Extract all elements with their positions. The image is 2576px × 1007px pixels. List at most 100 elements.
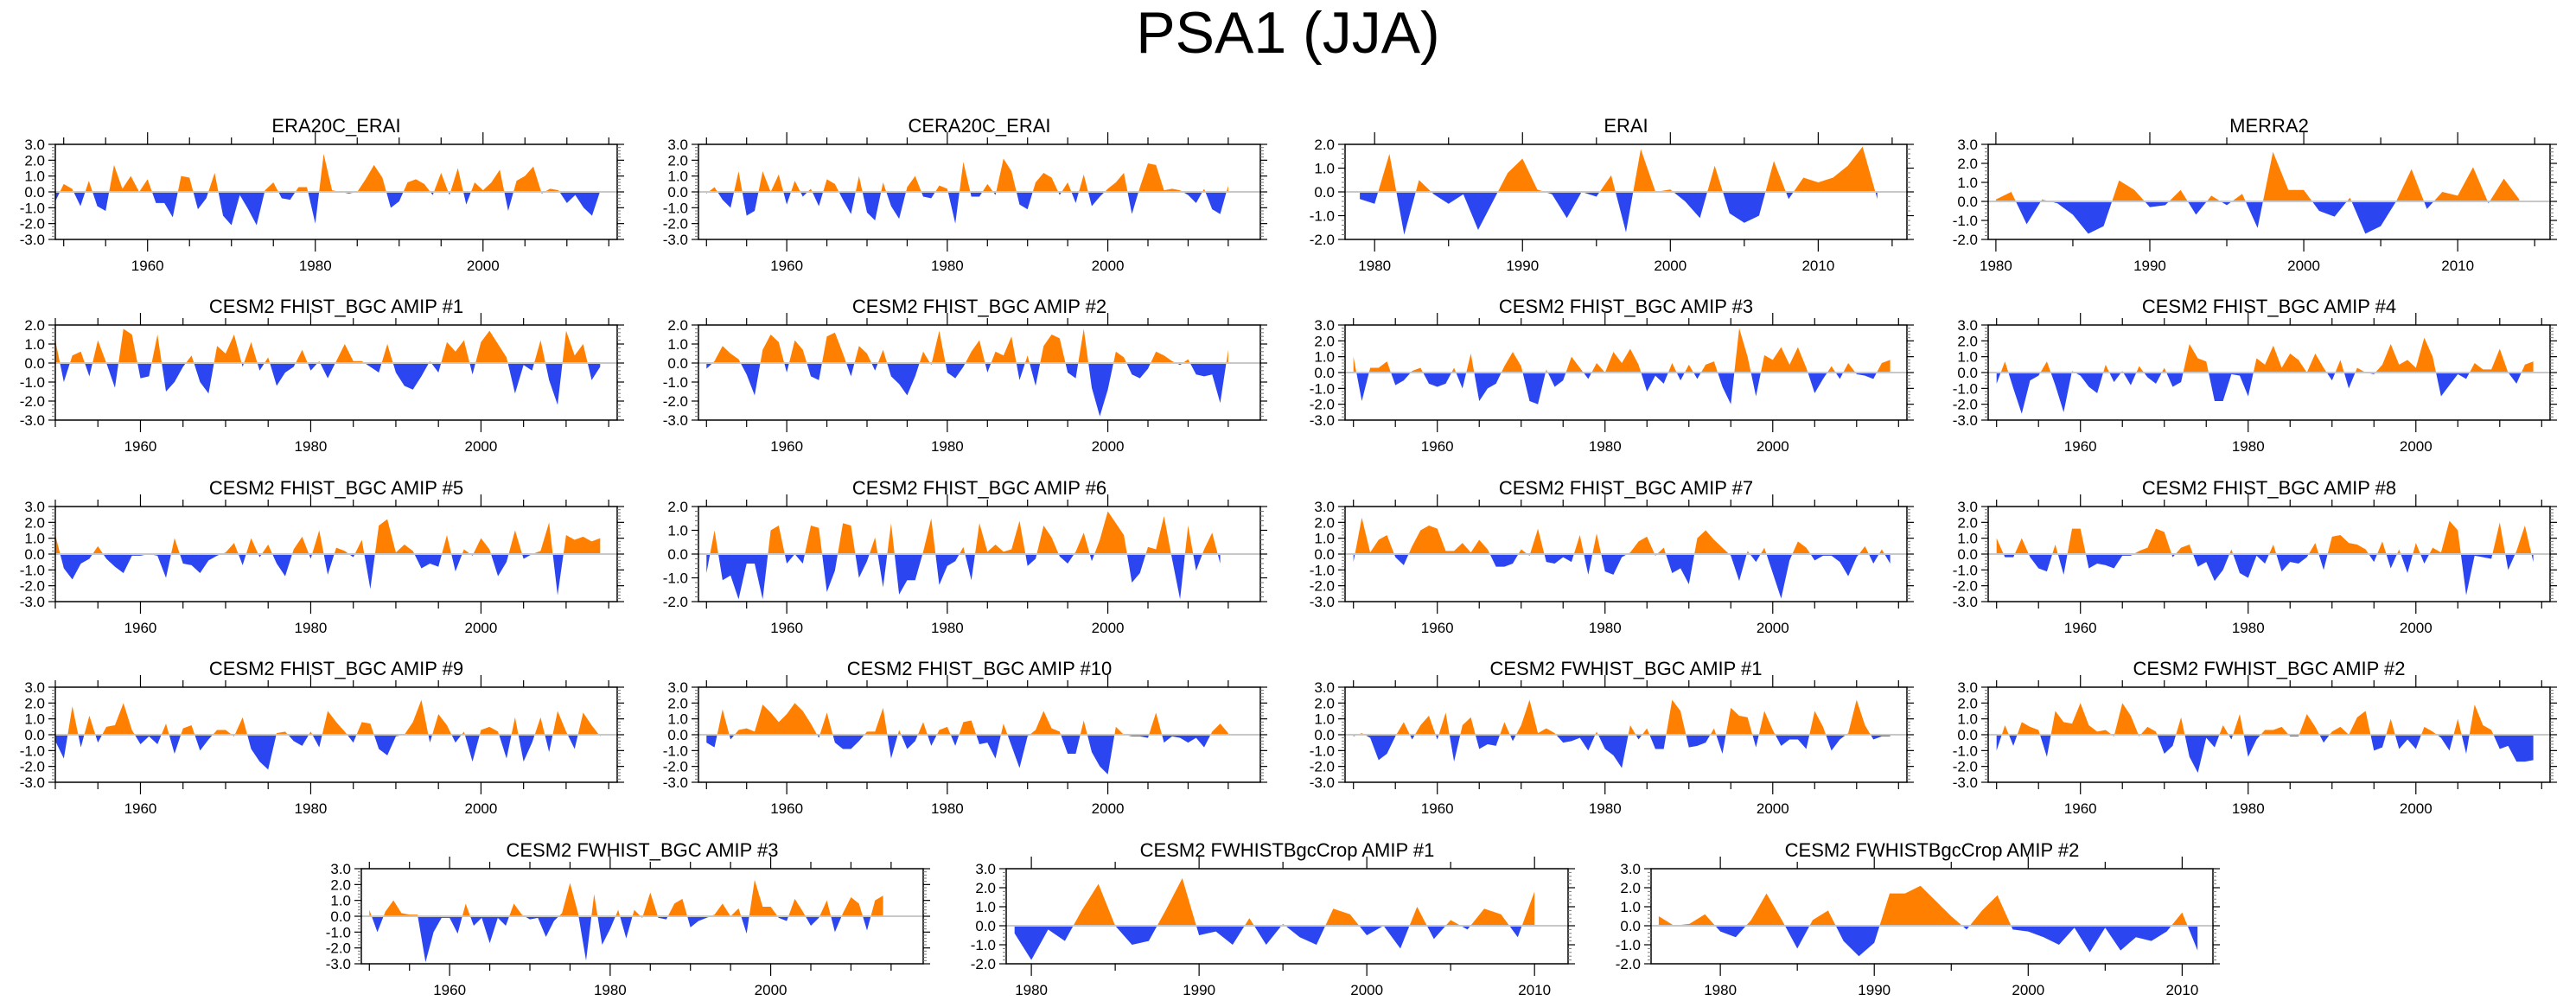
y-tick-label: -2.0: [663, 594, 688, 610]
positive-area: [1997, 521, 2534, 555]
x-tick-label: 2000: [1092, 620, 1125, 636]
panel-title: CESM2 FHIST_BGC AMIP #5: [209, 477, 463, 499]
y-tick-label: 2.0: [1314, 137, 1335, 153]
x-tick-label: 2000: [1757, 800, 1789, 817]
y-tick-label: 0.0: [1957, 365, 1978, 381]
y-tick-label: 3.0: [24, 137, 45, 153]
positive-area: [706, 512, 1220, 555]
panel-title: CESM2 FHIST_BGC AMIP #7: [1499, 477, 1753, 499]
y-tick-label: 1.0: [24, 531, 45, 547]
positive-area: [1997, 703, 2534, 735]
x-tick-label: 1960: [131, 258, 164, 274]
negative-area: [1360, 192, 1878, 235]
y-tick-label: 2.0: [667, 695, 688, 711]
y-tick-label: 2.0: [24, 514, 45, 531]
y-tick-label: -1.0: [1616, 937, 1641, 953]
y-tick-label: -3.0: [663, 232, 688, 248]
y-tick-label: 3.0: [667, 137, 688, 153]
positive-area: [55, 154, 601, 192]
y-tick-label: 1.0: [1620, 899, 1641, 915]
y-tick-label: -1.0: [1953, 380, 1978, 397]
x-tick-label: 1980: [931, 620, 964, 636]
y-tick-label: -1.0: [20, 374, 45, 391]
panel-title: CESM2 FWHIST_BGC AMIP #3: [506, 839, 778, 861]
positive-area: [1659, 886, 2197, 926]
x-tick-label: 1960: [124, 800, 157, 817]
negative-area: [1659, 926, 2197, 956]
negative-area: [1997, 554, 2534, 596]
x-tick-label: 2000: [465, 800, 498, 817]
y-tick-label: 0.0: [1620, 918, 1641, 934]
x-tick-label: 1980: [295, 620, 328, 636]
x-tick-label: 1980: [1358, 258, 1391, 274]
panel-title: CESM2 FWHIST_BGC AMIP #1: [1489, 658, 1762, 679]
panel-9: CESM2 FHIST_BGC AMIP #5-3.0-2.0-1.00.01.…: [3, 472, 628, 645]
x-tick-label: 1980: [1704, 982, 1737, 998]
x-tick-label: 2000: [1092, 800, 1125, 817]
negative-area: [55, 192, 601, 226]
panel-2: CERA20C_ERAI-3.0-2.0-1.00.01.02.03.01960…: [647, 110, 1271, 283]
y-tick-label: -2.0: [663, 759, 688, 775]
y-tick-label: 1.0: [667, 336, 688, 353]
y-tick-label: 2.0: [975, 880, 996, 896]
y-tick-label: 1.0: [1314, 349, 1335, 366]
x-tick-label: 1960: [770, 258, 803, 274]
y-tick-label: 0.0: [24, 546, 45, 563]
y-tick-label: 3.0: [1957, 137, 1978, 153]
y-tick-label: 3.0: [24, 679, 45, 696]
x-tick-label: 2010: [2441, 258, 2474, 274]
x-tick-label: 1960: [124, 438, 157, 455]
panel-title: ERAI: [1604, 115, 1648, 137]
y-tick-label: -1.0: [326, 924, 351, 940]
y-tick-label: 3.0: [1957, 317, 1978, 334]
y-tick-label: -2.0: [326, 940, 351, 957]
negative-area: [1997, 735, 2534, 773]
y-tick-label: 3.0: [667, 679, 688, 696]
y-tick-label: -2.0: [1616, 956, 1641, 972]
x-tick-label: 1980: [1589, 620, 1622, 636]
negative-area: [706, 554, 1220, 599]
y-tick-label: 0.0: [24, 184, 45, 201]
x-tick-label: 1980: [2232, 620, 2265, 636]
y-tick-label: -3.0: [20, 232, 45, 248]
x-tick-label: 1960: [1421, 620, 1454, 636]
x-tick-label: 2000: [2400, 438, 2433, 455]
y-tick-label: 1.0: [1314, 531, 1335, 547]
y-tick-label: 2.0: [1314, 333, 1335, 349]
y-tick-label: -2.0: [971, 956, 996, 972]
x-tick-label: 1960: [2064, 438, 2097, 455]
x-tick-label: 1980: [1015, 982, 1048, 998]
positive-area: [1996, 152, 2519, 201]
y-tick-label: 3.0: [975, 861, 996, 877]
y-tick-label: 1.0: [1957, 711, 1978, 728]
y-tick-label: 0.0: [1314, 727, 1335, 743]
x-tick-label: 1990: [1506, 258, 1539, 274]
positive-area: [1354, 518, 1891, 554]
positive-area: [706, 328, 1228, 363]
y-tick-label: 2.0: [1314, 695, 1335, 711]
x-tick-label: 1960: [770, 438, 803, 455]
y-tick-label: 3.0: [1314, 317, 1335, 334]
x-tick-label: 2000: [467, 258, 500, 274]
negative-area: [1997, 373, 2534, 414]
y-tick-label: -1.0: [1310, 208, 1335, 225]
panel-19: CESM2 FWHISTBgcCrop AMIP #2-2.0-1.00.01.…: [1599, 834, 2223, 1007]
y-tick-label: 0.0: [667, 727, 688, 743]
negative-area: [1015, 926, 1534, 960]
panel-title: CESM2 FHIST_BGC AMIP #10: [847, 658, 1112, 679]
positive-area: [369, 880, 883, 916]
x-tick-label: 1960: [433, 982, 466, 998]
y-tick-label: -1.0: [1953, 213, 1978, 229]
panel-title: CESM2 FHIST_BGC AMIP #3: [1499, 296, 1753, 317]
negative-area: [706, 192, 1228, 224]
y-tick-label: 1.0: [975, 899, 996, 915]
y-tick-label: 2.0: [1620, 880, 1641, 896]
positive-area: [55, 700, 600, 735]
x-tick-label: 1980: [1589, 438, 1622, 455]
x-tick-label: 2000: [1092, 258, 1125, 274]
y-tick-label: -2.0: [1953, 578, 1978, 595]
y-tick-label: 0.0: [330, 908, 351, 925]
y-tick-label: 2.0: [1957, 156, 1978, 172]
x-tick-label: 2000: [1350, 982, 1383, 998]
